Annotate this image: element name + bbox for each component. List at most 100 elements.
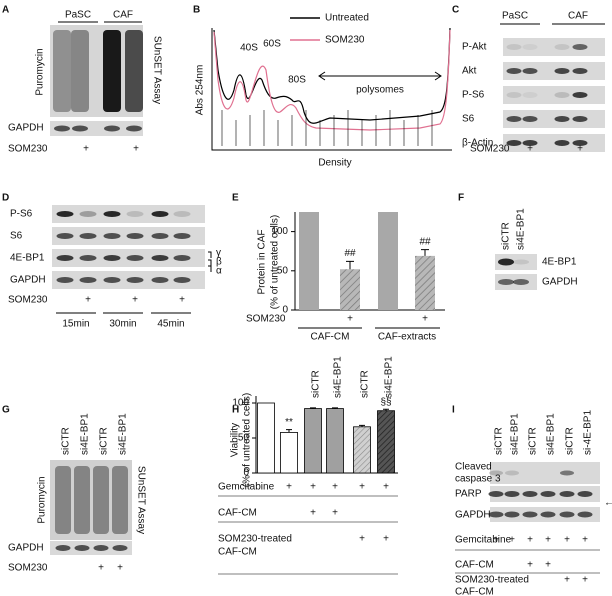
significance: ## xyxy=(344,248,356,259)
label: γ xyxy=(216,248,221,259)
label: Cleaved xyxy=(455,462,492,473)
panel-letter: G xyxy=(2,405,10,416)
label: 4E-BP1 xyxy=(10,253,45,264)
treatment-mark: + xyxy=(332,482,338,493)
band xyxy=(554,140,570,146)
label: CAF-extracts xyxy=(378,332,436,343)
band xyxy=(522,44,538,50)
label: CAF-CM xyxy=(218,508,257,519)
panel-letter: B xyxy=(193,5,200,16)
band xyxy=(173,255,191,261)
treatment-mark: + xyxy=(85,295,91,306)
band xyxy=(505,470,519,476)
label: 40S xyxy=(240,43,258,54)
panel-letter: A xyxy=(2,5,9,16)
bar xyxy=(340,269,360,310)
band xyxy=(126,211,144,217)
band xyxy=(104,125,120,132)
label: 4E-BP1 xyxy=(542,257,577,268)
band xyxy=(522,68,538,74)
significance: ## xyxy=(419,236,431,247)
panel-letter: F xyxy=(458,193,464,204)
band xyxy=(554,92,570,98)
treatment-mark: + xyxy=(383,482,389,493)
panel-letter: D xyxy=(2,193,9,204)
treatment-mark: + xyxy=(527,144,533,155)
band xyxy=(126,277,144,283)
y-tick-label: 100 xyxy=(271,226,288,237)
band xyxy=(151,277,169,283)
bar xyxy=(377,410,395,474)
treatment-mark: + xyxy=(133,144,139,155)
treatment-mark: + xyxy=(527,560,533,571)
error-bar xyxy=(310,407,316,409)
blot xyxy=(503,134,605,152)
band xyxy=(56,211,74,217)
label: 15min xyxy=(62,319,89,330)
treatment-mark: + xyxy=(422,314,428,325)
label: Puromycin xyxy=(35,48,46,95)
label: PARP xyxy=(455,489,482,500)
panel-letter: I xyxy=(452,405,455,416)
error-bar xyxy=(332,407,338,409)
label: 45min xyxy=(157,319,184,330)
bracket xyxy=(208,251,212,272)
treatment-mark: + xyxy=(310,508,316,519)
label: SOM230 xyxy=(8,144,48,155)
band xyxy=(513,259,529,265)
treatment-mark: + xyxy=(564,575,570,586)
treatment-mark: + xyxy=(83,144,89,155)
band xyxy=(488,491,504,497)
treatment-mark: + xyxy=(564,535,570,546)
bar xyxy=(415,255,435,310)
treatment-mark: + xyxy=(347,314,353,325)
profile-som230 xyxy=(213,29,451,131)
treatment-mark: + xyxy=(383,534,389,545)
band xyxy=(103,255,121,261)
label: Gemcitabine xyxy=(455,535,512,546)
blot xyxy=(50,541,132,555)
band xyxy=(572,116,588,122)
band xyxy=(554,44,570,50)
bar xyxy=(299,212,319,310)
significance: ** xyxy=(285,417,293,428)
label: PaSC xyxy=(65,10,91,21)
band xyxy=(54,125,70,132)
band xyxy=(489,470,503,476)
band xyxy=(572,140,588,146)
treatment-mark: + xyxy=(545,535,551,546)
blot xyxy=(52,205,205,223)
error-bar xyxy=(383,408,389,411)
band xyxy=(498,279,514,285)
label: Density xyxy=(318,158,351,169)
band xyxy=(572,44,588,50)
band xyxy=(55,545,71,551)
band xyxy=(504,511,520,518)
label: (% of untreated cells) xyxy=(270,215,281,310)
label: Viability xyxy=(230,423,241,457)
treatment-mark: + xyxy=(577,144,583,155)
band xyxy=(522,92,538,98)
band xyxy=(56,233,74,239)
label: (% of untreated cells) xyxy=(242,393,253,488)
band xyxy=(79,211,97,217)
blot xyxy=(50,121,143,136)
label: CAF-CM xyxy=(218,547,257,558)
treatment-mark: + xyxy=(359,482,365,493)
label: siCTR xyxy=(528,427,539,455)
label: ← xyxy=(604,498,612,509)
y-tick-label: 50 xyxy=(277,265,289,276)
label: SOM230 xyxy=(8,295,48,306)
label: 30min xyxy=(109,319,136,330)
arrow-heads xyxy=(318,71,442,81)
blot xyxy=(490,462,600,484)
treatment-mark: + xyxy=(117,563,123,574)
panel-letter: E xyxy=(232,193,239,204)
y-tick-label: 100 xyxy=(232,398,249,409)
label: si-4E-BP1 xyxy=(583,410,594,455)
label: Protein in CAF xyxy=(257,229,268,294)
label: S6 xyxy=(10,231,23,242)
label: P-S6 xyxy=(462,90,485,101)
bar-label: siCTR xyxy=(311,370,322,398)
band xyxy=(103,233,121,239)
